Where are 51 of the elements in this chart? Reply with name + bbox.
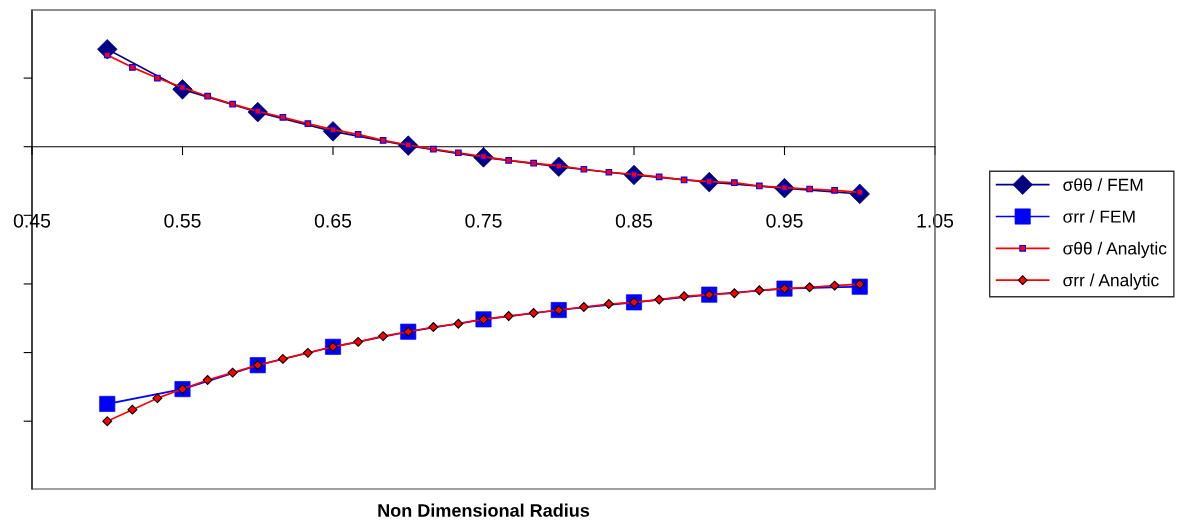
point	[378, 331, 389, 342]
x-tick-label: 0.95	[766, 213, 803, 228]
point	[605, 168, 613, 176]
point	[754, 285, 765, 296]
point	[528, 308, 539, 319]
x-tick-label: 1.05	[917, 213, 954, 228]
point	[229, 100, 236, 108]
point	[831, 187, 838, 194]
point	[654, 294, 665, 305]
point	[277, 353, 288, 364]
point	[505, 157, 512, 164]
legend-label: σrr / FEM	[1063, 210, 1135, 223]
x-axis-title: Non Dimensional Radius	[378, 503, 590, 517]
point	[731, 179, 738, 186]
point	[580, 165, 588, 173]
legend-label: σθθ / FEM	[1063, 178, 1143, 191]
legend-label: σθθ / Analytic	[1063, 241, 1167, 258]
point	[428, 322, 439, 333]
point	[530, 159, 537, 167]
point	[603, 299, 614, 309]
point	[578, 302, 589, 312]
point	[304, 120, 312, 127]
point	[204, 92, 211, 100]
point	[202, 375, 213, 385]
point	[729, 288, 740, 299]
point	[279, 113, 287, 121]
point	[756, 182, 763, 190]
point	[453, 318, 464, 329]
point	[829, 280, 840, 291]
point	[154, 74, 161, 82]
point	[129, 64, 136, 71]
point	[127, 404, 138, 415]
point	[430, 145, 437, 153]
point	[302, 347, 313, 358]
x-tick-label: 0.55	[164, 213, 201, 228]
point	[804, 282, 815, 293]
x-tick-label: 0.65	[314, 213, 352, 228]
legend-label: σrr / Analytic	[1063, 273, 1159, 290]
point	[353, 336, 364, 347]
point	[455, 149, 462, 157]
x-tick-label: 0.75	[465, 213, 502, 228]
point	[152, 393, 163, 404]
point	[503, 311, 514, 322]
point	[679, 291, 690, 302]
point	[103, 51, 111, 59]
x-tick-label: 0.85	[615, 213, 653, 228]
point	[379, 137, 387, 144]
point	[227, 367, 238, 378]
point	[806, 185, 813, 193]
point	[102, 416, 113, 427]
point	[354, 131, 362, 138]
